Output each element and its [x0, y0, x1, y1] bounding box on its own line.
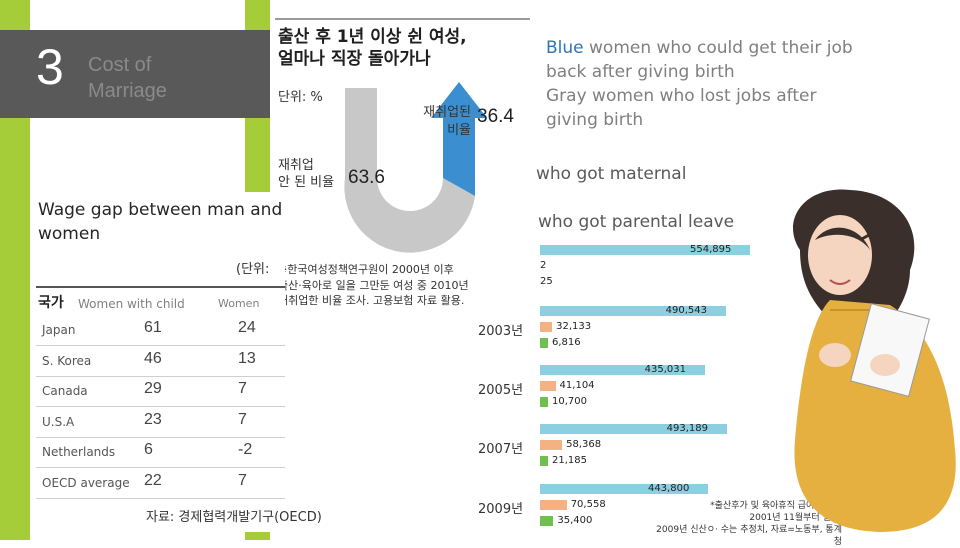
bar-value-label: 10,700	[552, 396, 587, 407]
bar-value-label: 490,543	[665, 305, 707, 316]
u-chart-left-value: 63.6	[348, 167, 385, 188]
wage-country-cell: Japan	[42, 323, 76, 337]
bar-value-label: 58,368	[566, 439, 602, 450]
wage-with-child-cell: 6	[144, 441, 153, 458]
bar-blue	[540, 245, 750, 255]
pregnant-woman-illustration	[793, 189, 956, 532]
title-band	[0, 30, 290, 118]
wage-table-row: OECD average 22 7	[36, 469, 285, 499]
u-chart-right-label: 재취업된 비율	[423, 105, 471, 138]
wage-country-cell: U.S.A	[42, 414, 75, 429]
parental-text: who got parental leave	[538, 212, 735, 232]
wage-without-child-cell: -2	[238, 441, 253, 458]
wage-col-country: 국가	[38, 295, 64, 311]
wage-without-child-cell: 24	[238, 319, 256, 336]
bar-orange	[540, 500, 567, 510]
wage-without-child-cell: 7	[238, 410, 247, 428]
wage-table-row: S. Korea 46 13	[36, 347, 285, 377]
wage-country-cell: Netherlands	[42, 445, 116, 459]
blue-word: Blue	[546, 38, 584, 58]
wage-table-row: U.S.A 23 7	[36, 408, 285, 438]
bar-year-label: 2005년	[478, 383, 524, 398]
bar-value-label: 35,400	[557, 515, 593, 526]
wage-country-cell: OECD average	[42, 475, 130, 490]
u-chart-blue-segment	[431, 82, 485, 196]
wage-with-child-cell: 61	[144, 319, 162, 336]
maternal-text: who got maternal	[536, 164, 687, 184]
bar-chart: 554,895 2 25 2003년 490,543 32,133 6,816 2005년 43…	[470, 240, 762, 526]
wage-without-child-cell: 13	[238, 349, 256, 367]
bar-value-label: 32,133	[556, 321, 592, 332]
bar-year-label: 2007년	[478, 442, 524, 457]
u-chart-right-value: 36.4	[477, 106, 514, 127]
bar-green	[540, 516, 554, 526]
wage-with-child-cell: 22	[144, 471, 162, 489]
wage-without-child-cell: 7	[238, 380, 247, 397]
bar-value-label: 70,558	[570, 499, 606, 510]
wage-country-cell: Canada	[42, 384, 88, 398]
bar-year-label: 2003년	[478, 324, 524, 339]
bar-value-label: 6,816	[552, 337, 581, 348]
wage-table-row: Netherlands 6 -2	[36, 438, 285, 468]
wage-table-title: Wage gap between man and women	[38, 200, 283, 244]
bar-blue	[540, 365, 705, 375]
blue-rest: women who could get their job back after…	[546, 38, 853, 82]
wage-with-child-cell: 29	[144, 380, 162, 397]
bar-value-label: 435,031	[644, 364, 686, 375]
wage-table-header-rule	[36, 286, 285, 288]
wage-col-without-child: Women	[218, 297, 260, 310]
wage-table-row: Canada 29 7	[36, 377, 285, 407]
u-chart-gray-segment	[344, 88, 475, 253]
wage-table-unit: (단위:	[236, 262, 270, 277]
wage-country-cell: S. Korea	[42, 353, 92, 368]
bar-value-label: 41,104	[559, 380, 595, 391]
bar-value-label: 2	[540, 260, 547, 271]
wage-table-source: 자료: 경제협력개발기구(OECD)	[146, 510, 322, 525]
bar-blue	[540, 306, 726, 316]
bar-value-label: 443,800	[647, 483, 690, 494]
u-chart-title: 출산 후 1년 이상 쉰 여성, 얼마나 직장 돌아가나	[278, 27, 467, 69]
wage-without-child-cell: 7	[238, 471, 247, 489]
bar-orange	[540, 381, 556, 391]
u-chart-unit: 단위: %	[278, 90, 323, 105]
slide-title: Cost of Marriage	[88, 54, 167, 102]
bar-blue	[540, 424, 727, 434]
gray-line: Gray women who lost jobs after giving bi…	[546, 86, 817, 130]
bar-blue	[540, 484, 708, 494]
wage-table-panel	[32, 192, 285, 532]
u-chart-graphic	[344, 82, 485, 253]
u-chart-left-label: 재취업 안 된 비율	[278, 158, 335, 190]
bar-value-label: 493,189	[666, 423, 708, 434]
wage-with-child-cell: 23	[144, 410, 162, 428]
wage-col-with-child: Women with child	[78, 297, 185, 311]
legend-explanation: Blue women who could get their job back …	[546, 36, 856, 132]
wage-table-row: Japan 61 24	[36, 316, 285, 346]
bar-year-label: 2009년	[478, 502, 524, 517]
bar-orange	[540, 440, 563, 450]
bar-value-label: 554,895	[690, 244, 732, 255]
wage-with-child-cell: 46	[144, 349, 162, 367]
slide-number: 3	[36, 39, 64, 95]
bar-green	[540, 456, 549, 466]
bar-value-label: 25	[540, 276, 553, 287]
bar-value-label: 21,185	[552, 455, 588, 466]
bar-green	[540, 338, 548, 348]
bar-orange	[540, 322, 553, 332]
bar-green	[540, 397, 548, 407]
u-chart-top-rule	[275, 18, 530, 20]
